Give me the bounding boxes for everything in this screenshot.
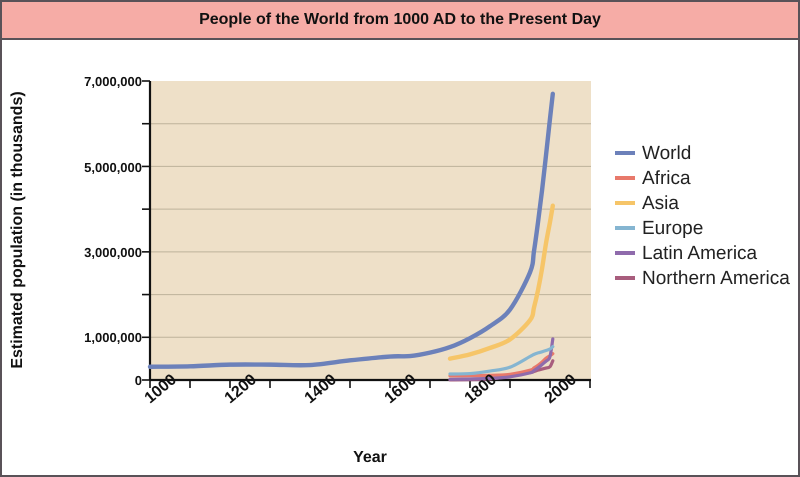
svg-text:Europe: Europe: [642, 218, 703, 239]
svg-text:Northern America: Northern America: [642, 268, 790, 289]
svg-text:5,000,000: 5,000,000: [84, 160, 142, 175]
svg-text:Asia: Asia: [642, 193, 679, 214]
svg-text:Latin America: Latin America: [642, 243, 758, 264]
svg-text:Estimated population (in thous: Estimated population (in thousands): [9, 91, 26, 368]
svg-text:1,000,000: 1,000,000: [84, 330, 142, 345]
svg-text:World: World: [642, 143, 691, 164]
svg-text:0: 0: [135, 373, 142, 388]
svg-text:Year: Year: [353, 449, 387, 466]
svg-text:Africa: Africa: [642, 168, 691, 189]
svg-text:7,000,000: 7,000,000: [84, 74, 142, 89]
svg-text:3,000,000: 3,000,000: [84, 245, 142, 260]
